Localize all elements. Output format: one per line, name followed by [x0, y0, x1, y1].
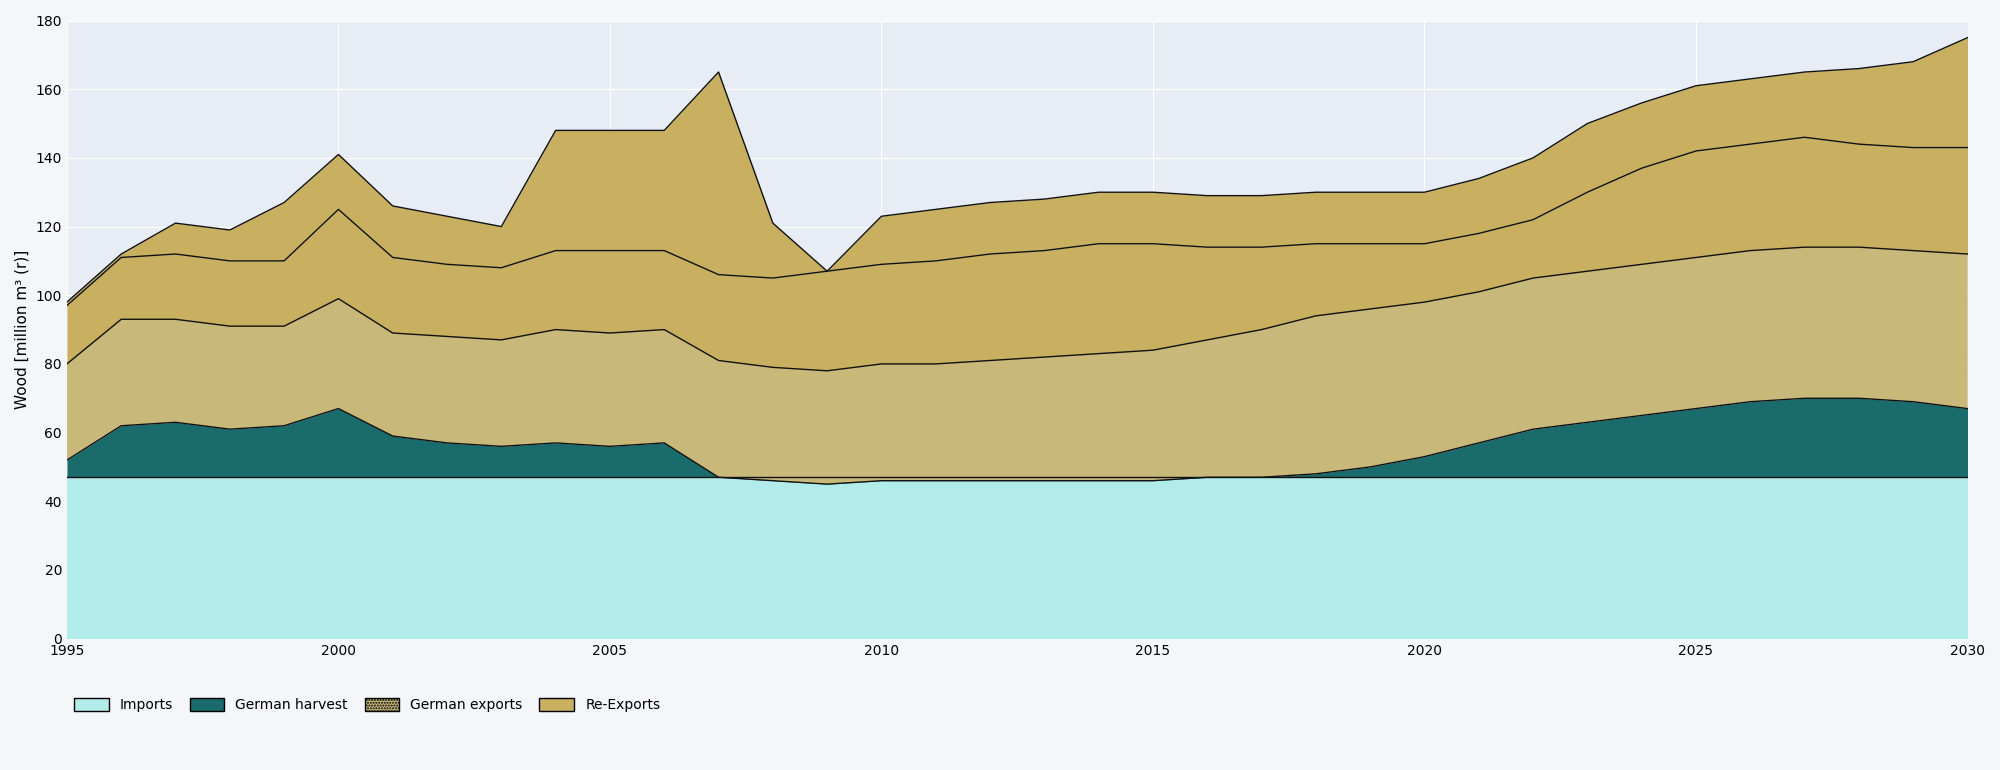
Y-axis label: Wood [million m³ (r)]: Wood [million m³ (r)]: [14, 250, 30, 409]
Legend: Imports, German harvest, German exports, Re-Exports: Imports, German harvest, German exports,…: [74, 698, 660, 712]
